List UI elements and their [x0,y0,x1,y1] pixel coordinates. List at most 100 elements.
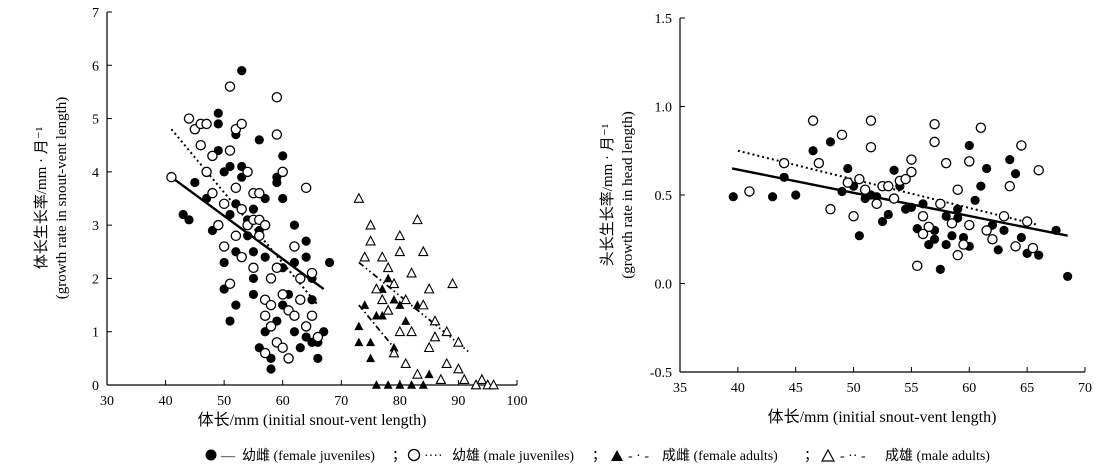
chart-left-point-female-adults [371,310,381,320]
chart-right-point-male-juveniles [952,184,963,195]
chart-left-y-tick-label: 7 [92,6,99,21]
chart-right-x-tick-label: 40 [731,381,745,396]
chart-right-point-female-juveniles [854,231,864,241]
chart-right-point-male-juveniles [958,239,969,250]
chart-right-point-male-juveniles [888,193,900,204]
chart-left-trend-male-adults [358,261,471,354]
chart-left-point-male-adults [394,245,406,257]
chart-left-point-male-adults [376,251,388,262]
chart-left-point-male-adults [382,304,394,315]
chart-left-point-male-adults [488,379,499,390]
chart-right-point-male-juveniles [883,180,894,192]
chart-right-point-male-juveniles [906,154,917,165]
chart-left-point-male-juveniles [259,310,271,321]
chart-right-point-male-juveniles [778,157,790,169]
chart-right-x-tick-label: 45 [789,381,803,396]
chart-left-point-female-juveniles [184,215,194,225]
chart-left-point-male-adults [453,363,464,374]
chart-right-point-female-juveniles [877,216,888,227]
chart-left-point-female-juveniles [266,364,276,374]
chart-left-point-female-juveniles [219,167,229,177]
chart-left-x-tick-label: 100 [507,394,528,409]
chart-right-point-male-juveniles [848,210,859,222]
chart-right-point-female-juveniles [837,186,847,197]
chart-left-y-axis-label-line1: 体长生长率/mm · 月⁻¹ [33,127,50,269]
chart-left-point-male-juveniles [283,353,294,364]
chart-left-point-male-adults [394,325,406,337]
chart-left-point-male-juveniles [195,139,206,151]
chart-left-point-male-juveniles [207,150,218,162]
chart-left-trend-lines [170,128,471,354]
chart-right-point-female-juveniles [791,190,801,200]
chart-left-point-female-adults [371,380,381,389]
chart-left-point-female-juveniles [301,236,311,246]
chart-left-point-male-juveniles [312,331,324,343]
chart-right-point-male-juveniles [906,166,917,178]
chart-left-point-male-adults [359,251,371,262]
chart-left-point-male-adults [435,373,447,385]
chart-left-point-male-juveniles [271,262,283,274]
chart-left-point-female-juveniles [213,119,223,129]
chart-left-y-tick-label: 6 [92,59,99,74]
chart-left-trend-male-juveniles [170,128,319,306]
chart-right-x-tick-label: 35 [673,381,687,396]
legend-female-adults-marker [611,450,623,461]
chart-right-x-tick-label: 60 [962,381,976,396]
chart-right-point-male-juveniles [935,198,946,210]
chart-left-point-male-juveniles [259,219,271,231]
chart-left-y-tick-label: 1 [92,326,99,341]
chart-left-y-tick-label: 3 [92,219,99,234]
chart-right-point-male-juveniles [871,198,882,210]
chart-left-point-male-adults [441,357,453,369]
chart-left-trend-female-adults [358,304,395,349]
chart-left-point-male-adults [400,357,412,369]
chart-left-point-male-adults [423,283,435,294]
chart-left-point-male-adults [470,379,482,390]
chart-right-point-male-juveniles [952,249,963,261]
chart-left-point-male-juveniles [218,198,230,210]
chart-left-point-male-juveniles [277,342,288,353]
chart-right-point-male-juveniles [1010,241,1021,252]
chart-left-point-male-juveniles [236,118,247,130]
chart-left-point-male-adults [394,229,406,241]
chart-right-point-female-juveniles [999,225,1009,235]
chart-right-point-male-juveniles [1027,242,1039,254]
chart-left-point-female-adults [360,300,370,309]
chart-right-point-female-juveniles [1005,155,1015,165]
chart-left-point-male-juveniles [213,219,224,231]
chart-right-y-tick-label: 1.5 [655,12,673,27]
chart-right-data-points [728,115,1073,282]
chart-left-y-tick-label: 0 [92,379,99,394]
chart-right-point-female-juveniles [1063,271,1073,282]
chart-right-point-female-juveniles [929,234,940,244]
chart-right-point-female-juveniles [976,181,986,191]
chart-right-point-male-juveniles [964,219,975,231]
chart-left-point-female-juveniles [190,177,200,188]
chart-right-point-male-juveniles [1033,164,1044,176]
chart-right-x-tick-label: 70 [1078,381,1092,396]
chart-right-y-axis-label-line2: (growth rate in head length) [620,111,636,278]
chart-left-point-male-adults [417,245,429,257]
chart-left-point-female-adults [395,300,405,309]
legend-male-adults-dash: - ·· - [840,449,866,464]
chart-right-point-female-juveniles [953,204,963,214]
chart-left-point-female-juveniles [313,353,323,363]
chart-left-point-male-juveniles [306,310,318,321]
chart-right-point-male-juveniles [859,184,871,195]
chart-left-point-male-juveniles [230,182,242,194]
chart-left-point-male-juveniles [224,81,236,92]
chart-left-point-male-adults [376,293,388,305]
chart-right-y-tick-label: 1.0 [655,101,673,116]
chart-left-point-male-juveniles [259,347,271,359]
chart-left-y-tick-label: 5 [92,113,99,128]
chart-left-point-male-adults [412,213,423,225]
chart-left-point-female-juveniles [307,295,317,305]
chart-left-point-female-adults [395,380,405,389]
chart-right-point-male-juveniles [917,210,929,222]
chart-right-point-male-juveniles [946,218,958,229]
chart-right-point-female-juveniles [889,165,899,175]
chart-left-point-male-adults [388,277,400,289]
chart-left-point-female-adults [383,273,393,283]
chart-right-point-male-juveniles [744,186,755,197]
